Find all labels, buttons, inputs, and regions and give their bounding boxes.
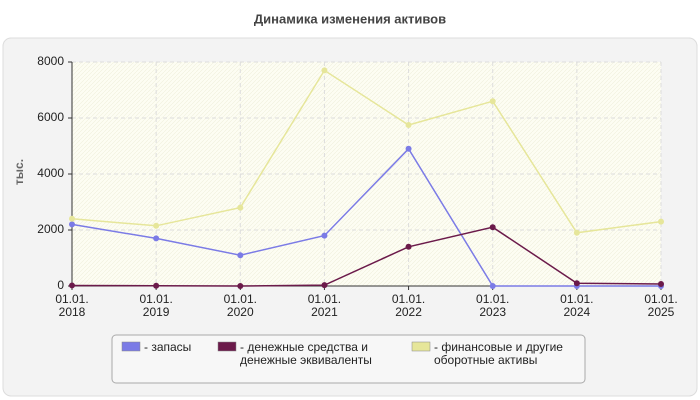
legend-swatch [217, 341, 237, 352]
series-line [71, 226, 662, 287]
legend-label: - финансовые и другие оборотные активы [434, 340, 563, 367]
x-tick-label: 01.01. 2024 [560, 292, 594, 319]
point [153, 282, 160, 289]
legend-label: - денежные средства и денежные эквивален… [240, 340, 372, 367]
x-tick-label: 01.01. 2021 [307, 292, 342, 319]
point [321, 282, 328, 289]
y-tick-label: 2000 [37, 222, 64, 236]
y-tick-label: 8000 [37, 54, 64, 68]
x-tick-label: 01.01. 2025 [644, 292, 678, 319]
point [573, 229, 580, 236]
point [489, 283, 496, 289]
point [237, 283, 244, 289]
point [405, 122, 412, 128]
point [658, 218, 664, 225]
legend-label: - запасы [144, 340, 192, 354]
legend-swatch [411, 341, 431, 352]
point [405, 145, 412, 152]
point [489, 224, 496, 231]
point [573, 280, 580, 287]
point [69, 282, 75, 289]
y-tick-label: 6000 [37, 110, 64, 124]
x-tick-label: 01.01. 2018 [55, 292, 89, 319]
point [489, 98, 496, 105]
point [237, 252, 244, 259]
point [237, 204, 244, 211]
point [69, 215, 75, 222]
point [405, 243, 412, 250]
point [321, 232, 328, 239]
x-tick-label: 01.01. 2020 [223, 292, 257, 319]
series-line [71, 69, 662, 234]
chart-title: Динамика изменения активов [254, 11, 446, 26]
series-line [71, 147, 661, 287]
point [658, 281, 664, 288]
point [69, 221, 75, 228]
point [153, 222, 160, 229]
legend-swatch [121, 341, 141, 352]
y-axis-label: тыс. [12, 159, 26, 185]
y-tick-label: 4000 [37, 166, 64, 180]
point [321, 67, 328, 74]
y-tick-label: 0 [57, 278, 64, 292]
x-tick-label: 01.01. 2022 [391, 292, 426, 319]
point [153, 235, 160, 242]
x-tick-label: 01.01. 2023 [476, 292, 510, 319]
x-tick-label: 01.01. 2019 [139, 292, 173, 319]
